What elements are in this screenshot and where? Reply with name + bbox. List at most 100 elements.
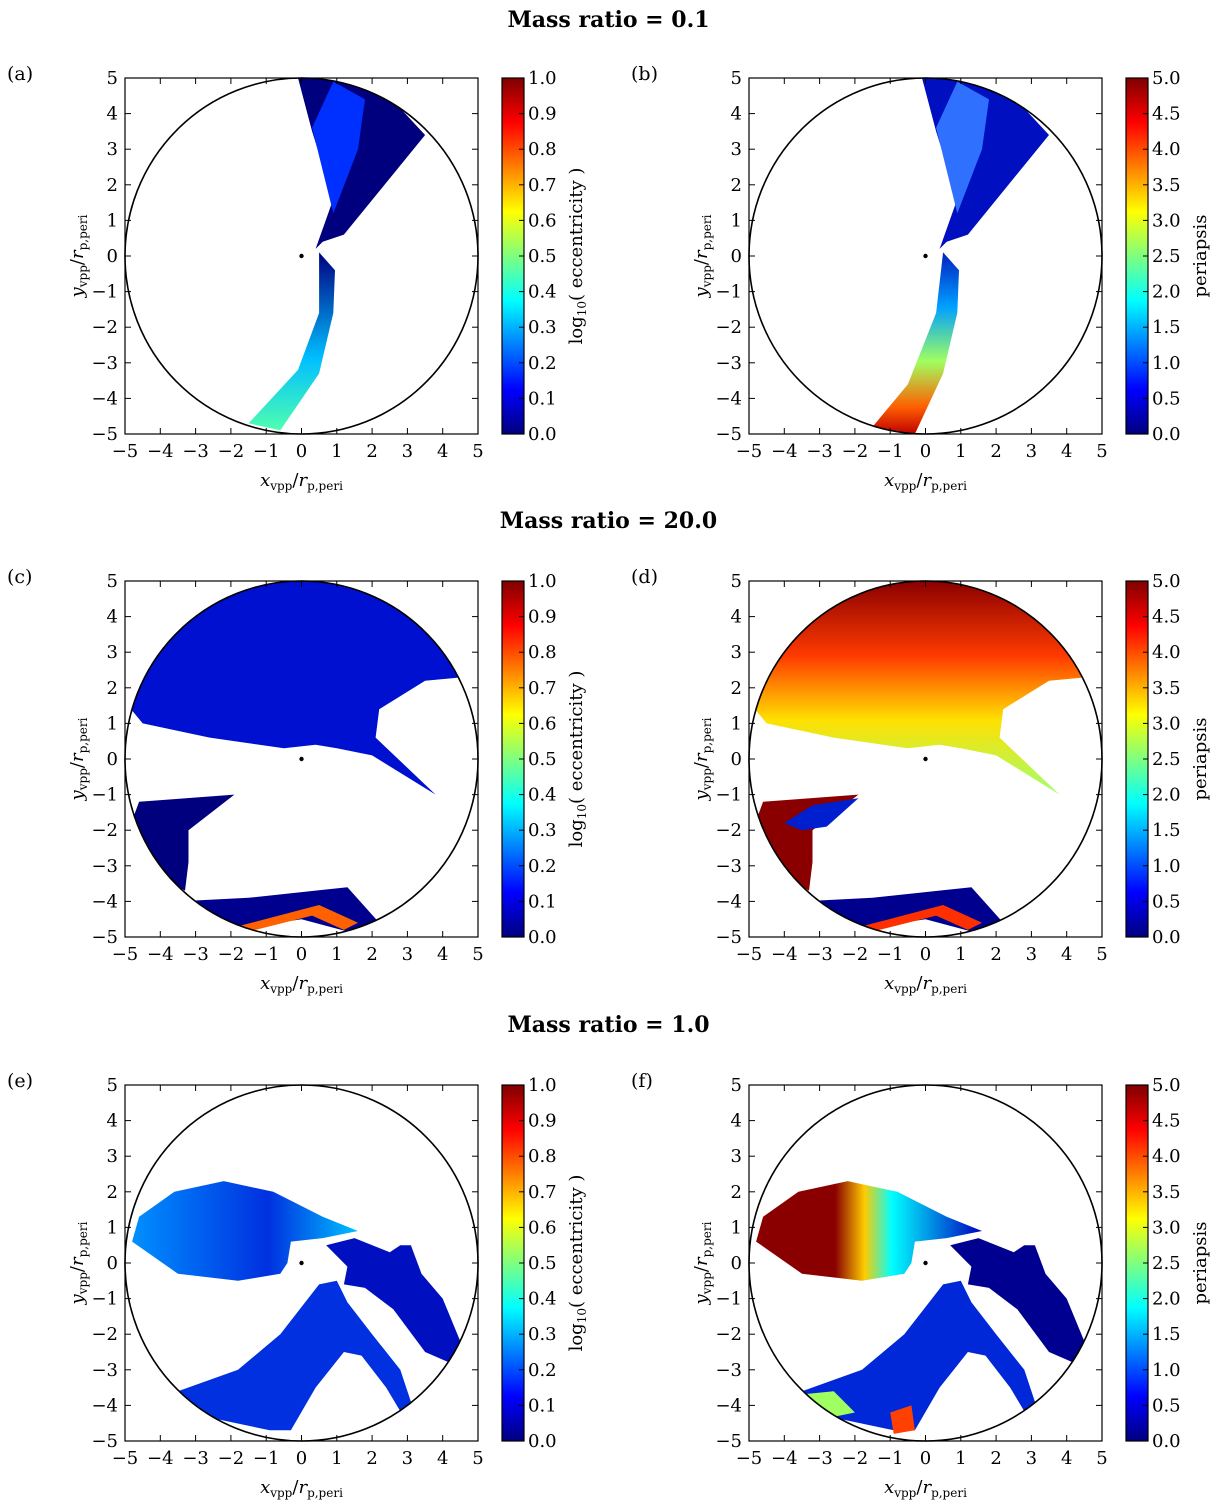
colorbar-tick-label: 0.5 bbox=[528, 1253, 557, 1274]
x-tick-label: −4 bbox=[771, 1448, 798, 1469]
colorbar-tick-label: 0.8 bbox=[528, 1146, 557, 1167]
colorbar-tick-label: 0.9 bbox=[528, 607, 557, 628]
y-tick-label: 0 bbox=[107, 749, 118, 770]
heatmap-region-3 bbox=[170, 1280, 415, 1431]
heatmap-region-2 bbox=[936, 81, 989, 214]
colorbar-tick-label: 2.0 bbox=[1152, 282, 1181, 303]
x-tick-label: −4 bbox=[147, 944, 174, 965]
row-title-mass-20: Mass ratio = 20.0 bbox=[499, 508, 718, 534]
colorbar-label: periapsis bbox=[1190, 717, 1211, 800]
x-tick-label: 5 bbox=[1096, 1448, 1107, 1469]
x-tick-label: −2 bbox=[218, 944, 245, 965]
central-point bbox=[299, 253, 304, 259]
colorbar-tick-label: 1.0 bbox=[528, 571, 557, 592]
x-tick-label: −1 bbox=[877, 441, 904, 462]
x-tick-label: 5 bbox=[1096, 944, 1107, 965]
y-axis-label: yvpp/rp,peri bbox=[67, 214, 90, 298]
y-tick-label: −4 bbox=[91, 388, 118, 409]
colorbar-tick-label: 3.0 bbox=[1152, 210, 1181, 231]
x-tick-label: 5 bbox=[472, 441, 483, 462]
colorbar-tick-label: 3.5 bbox=[1152, 678, 1181, 699]
colorbar-tick-label: 0.0 bbox=[528, 1431, 557, 1452]
x-tick-label: 4 bbox=[437, 944, 448, 965]
panel-label: (d) bbox=[631, 566, 658, 588]
heatmap-region-3 bbox=[872, 252, 959, 434]
x-tick-label: 0 bbox=[920, 441, 931, 462]
x-tick-label: −2 bbox=[218, 441, 245, 462]
colorbar-tick-label: 2.0 bbox=[1152, 785, 1181, 806]
central-point bbox=[299, 1260, 304, 1266]
colorbar-tick-label: 3.5 bbox=[1152, 175, 1181, 196]
x-tick-label: 2 bbox=[990, 441, 1001, 462]
x-tick-label: 2 bbox=[366, 441, 377, 462]
colorbar-tick-label: 0.1 bbox=[528, 388, 557, 409]
colorbar-tick-label: 0.1 bbox=[528, 891, 557, 912]
panel-label: (f) bbox=[631, 1070, 653, 1092]
colorbar-tick-label: 0.3 bbox=[528, 820, 557, 841]
x-tick-label: 3 bbox=[1026, 441, 1037, 462]
y-tick-label: −4 bbox=[715, 891, 742, 912]
panel-label: (b) bbox=[631, 63, 658, 85]
y-tick-label: 5 bbox=[731, 1075, 742, 1096]
colorbar-tick-label: 0.0 bbox=[528, 424, 557, 445]
colorbar-label: log10( eccentricity ) bbox=[566, 671, 589, 848]
y-tick-label: 3 bbox=[731, 139, 742, 160]
row-title-mass-0-1: Mass ratio = 0.1 bbox=[507, 7, 710, 33]
x-tick-label: 3 bbox=[402, 944, 413, 965]
colorbar-tick-label: 0.9 bbox=[528, 104, 557, 125]
panel-d: −5−5 −4 −4 −3 −3 −2 −2 −1 −1 0 0 1 1 2 2 3 3 4 4 5 5 xvpp/rp,… bbox=[631, 566, 1211, 996]
colorbar-tick-label: 0.2 bbox=[528, 1360, 557, 1381]
colorbar-tick-label: 0.4 bbox=[528, 785, 557, 806]
colorbar-tick-label: 0.6 bbox=[528, 210, 557, 231]
x-tick-label: −5 bbox=[736, 944, 763, 965]
y-axis-label: yvpp/rp,peri bbox=[691, 1221, 714, 1305]
heatmap-regions bbox=[872, 78, 1049, 434]
colorbar-tick-label: 0.5 bbox=[1152, 1395, 1181, 1416]
x-tick-label: −3 bbox=[182, 944, 209, 965]
x-tick-label: 0 bbox=[296, 441, 307, 462]
panel-label: (a) bbox=[7, 63, 33, 85]
x-tick-label: 1 bbox=[331, 441, 342, 462]
y-axis-label: yvpp/rp,peri bbox=[67, 1221, 90, 1305]
y-tick-label: −2 bbox=[91, 317, 118, 338]
y-tick-label: 1 bbox=[107, 713, 118, 734]
x-axis-label: xvpp/rp,peri bbox=[260, 470, 343, 493]
colorbar-tick-label: 0.0 bbox=[1152, 1431, 1181, 1452]
y-axis-label: yvpp/rp,peri bbox=[691, 214, 714, 298]
colorbar-tick-label: 2.5 bbox=[1152, 246, 1181, 267]
x-tick-label: 2 bbox=[990, 944, 1001, 965]
panel-c: −5−5 −4 −4 −3 −3 −2 −2 −1 −1 0 0 1 1 2 2 3 3 4 4 5 5 xvpp/rp,… bbox=[7, 566, 589, 996]
colorbar-label: periapsis bbox=[1190, 1221, 1211, 1304]
colorbar-tick-label: 0.0 bbox=[1152, 424, 1181, 445]
x-tick-label: −3 bbox=[806, 1448, 833, 1469]
heatmap-regions bbox=[132, 1181, 461, 1431]
x-tick-label: 3 bbox=[1026, 1448, 1037, 1469]
colorbar-label: log10( eccentricity ) bbox=[566, 168, 589, 345]
colorbar-tick-label: 0.3 bbox=[528, 1324, 557, 1345]
central-point bbox=[299, 756, 304, 762]
y-tick-label: 2 bbox=[731, 175, 742, 196]
colorbar-tick-label: 2.0 bbox=[1152, 1289, 1181, 1310]
y-tick-label: 3 bbox=[731, 642, 742, 663]
x-tick-label: 3 bbox=[1026, 944, 1037, 965]
y-tick-label: 1 bbox=[107, 1217, 118, 1238]
x-tick-label: 1 bbox=[331, 944, 342, 965]
heatmap-region-2 bbox=[128, 794, 235, 891]
colorbar-tick-label: 5.0 bbox=[1152, 571, 1181, 592]
heatmap-region-2 bbox=[950, 1238, 1085, 1363]
y-tick-label: 2 bbox=[107, 1182, 118, 1203]
colorbar-tick-label: 0.3 bbox=[528, 317, 557, 338]
y-tick-label: −2 bbox=[715, 820, 742, 841]
heatmap-regions bbox=[248, 78, 426, 431]
x-tick-label: 2 bbox=[366, 944, 377, 965]
colorbar-tick-label: 0.5 bbox=[528, 246, 557, 267]
heatmap-region-5 bbox=[890, 1405, 915, 1434]
central-point bbox=[923, 756, 928, 762]
y-tick-label: 0 bbox=[107, 1253, 118, 1274]
x-tick-label: 0 bbox=[920, 1448, 931, 1469]
x-tick-label: 5 bbox=[472, 1448, 483, 1469]
colorbar-tick-label: 1.0 bbox=[1152, 1360, 1181, 1381]
x-tick-label: −2 bbox=[842, 944, 869, 965]
colorbar-tick-label: 1.5 bbox=[1152, 1324, 1181, 1345]
